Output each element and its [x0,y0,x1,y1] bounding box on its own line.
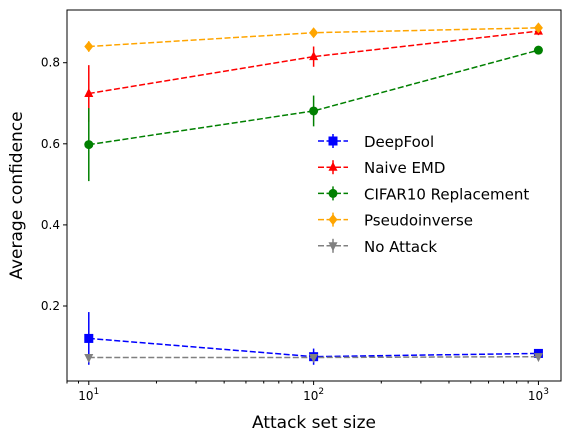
triangle-down-marker [309,353,319,363]
x-tick-label: 103 [528,387,549,403]
triangle-up-marker [309,51,319,61]
x-tick-label: 102 [303,387,324,403]
y-tick-label: 0.4 [41,218,60,232]
legend-label: Pseudoinverse [364,212,473,230]
x-tick-base: 10 [78,389,93,403]
circle-marker [328,188,338,198]
diamond-marker [309,27,319,39]
circle-marker [533,45,543,55]
series-line [88,30,539,95]
triangle-down-marker [533,353,543,363]
y-axis-label: Average confidence [7,111,27,279]
legend-item: DeepFool [318,133,434,151]
x-tick-base: 10 [528,389,543,403]
series-cifar10-replacement [84,45,543,182]
legend-item: No Attack [318,238,437,256]
x-tick-exponent: 2 [318,387,324,397]
x-tick-label: 101 [78,387,99,403]
x-axis-label: Attack set size [252,413,376,433]
data-series [84,22,543,365]
triangle-up-marker [328,161,338,171]
legend-item: Naive EMD [318,159,445,177]
y-tick-label: 0.6 [41,137,60,151]
square-marker [84,333,94,343]
y-tick-label: 0.2 [41,299,60,313]
diamond-marker [533,22,543,34]
diamond-marker [328,214,338,226]
x-tick-base: 10 [303,389,318,403]
triangle-up-marker [84,88,94,98]
legend-label: No Attack [364,238,437,256]
triangle-down-marker [328,242,338,252]
circle-marker [84,140,94,150]
circle-marker [309,106,319,116]
y-tick-label: 0.8 [41,56,60,70]
legend-item: CIFAR10 Replacement [318,185,529,203]
legend-label: Naive EMD [364,159,445,177]
diamond-marker [84,40,94,52]
plot-frame [66,9,562,382]
triangle-down-marker [84,353,94,363]
legend: DeepFool Naive EMD CIFAR10 Replacement Pseu… [318,133,529,256]
legend-label: DeepFool [364,133,434,151]
x-tick-exponent: 3 [543,387,549,397]
series-no-attack [84,353,543,363]
series-line [88,49,539,146]
x-tick-exponent: 1 [94,387,100,397]
legend-item: Pseudoinverse [318,212,473,230]
legend-label: CIFAR10 Replacement [364,185,529,203]
square-marker [328,136,338,146]
series-pseudoinverse [84,22,543,52]
